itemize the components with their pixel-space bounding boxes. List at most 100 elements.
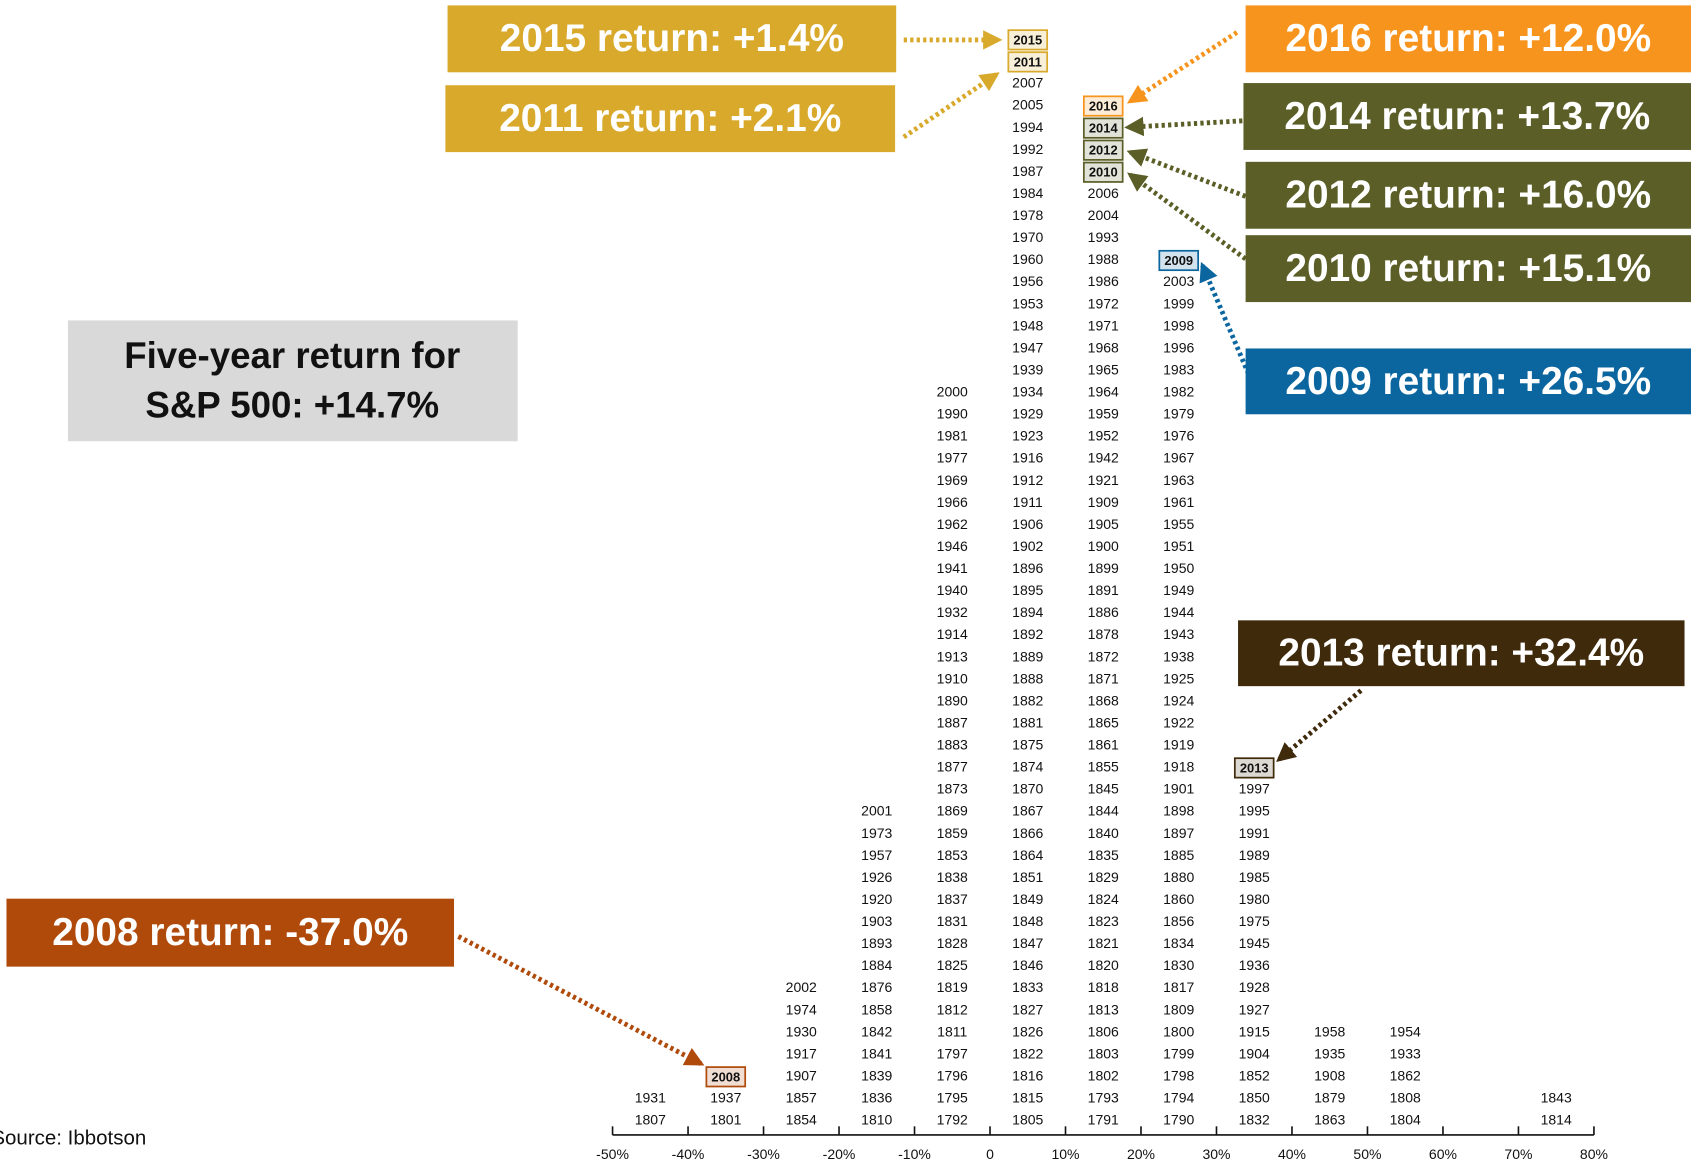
callout-arrow	[1199, 261, 1254, 381]
year-label: 1791	[1088, 1112, 1119, 1128]
year-label: 2001	[861, 803, 892, 819]
year-label: 1880	[1163, 869, 1194, 885]
year-label: 1976	[1163, 428, 1194, 444]
callout-text: 2008 return: -37.0%	[52, 911, 408, 954]
year-label: 1873	[937, 781, 968, 797]
year-label: 1960	[1012, 251, 1043, 267]
callout-arrow	[1276, 688, 1363, 763]
year-label: 1839	[861, 1068, 892, 1084]
year-label: 1857	[786, 1090, 817, 1106]
year-label: 1954	[1390, 1023, 1421, 1039]
year-label: 1854	[786, 1112, 817, 1128]
year-label: 1870	[1012, 781, 1043, 797]
callout-arrow	[1124, 116, 1243, 137]
year-label: 1850	[1239, 1090, 1270, 1106]
year-label: 1982	[1163, 384, 1194, 400]
year-label: 1885	[1163, 847, 1194, 863]
year-label: 1894	[1012, 604, 1043, 620]
year-label: 1889	[1012, 648, 1043, 664]
year-label: 2010	[1089, 165, 1118, 180]
year-label: 1928	[1239, 979, 1270, 995]
year-label: 1883	[937, 737, 968, 753]
year-highlight	[1007, 29, 1049, 51]
year-label: 1903	[861, 913, 892, 929]
year-label: 1816	[1012, 1068, 1043, 1084]
year-label: 1910	[937, 670, 968, 686]
year-label: 1985	[1239, 869, 1270, 885]
year-label: 1848	[1012, 913, 1043, 929]
year-label: 1872	[1088, 648, 1119, 664]
year-label: 1988	[1088, 251, 1119, 267]
callout-box	[1245, 235, 1691, 303]
year-label: 1909	[1088, 494, 1119, 510]
x-tick-label: -50%	[596, 1146, 629, 1162]
year-label: 1915	[1239, 1023, 1270, 1039]
year-label: 1975	[1239, 913, 1270, 929]
year-label: 2007	[1012, 75, 1043, 91]
year-label: 1863	[1314, 1112, 1345, 1128]
year-label: 1865	[1088, 715, 1119, 731]
year-label: 1911	[1013, 494, 1043, 510]
year-label: 1948	[1012, 317, 1043, 333]
year-label: 1937	[710, 1090, 741, 1106]
year-label: 1846	[1012, 957, 1043, 973]
year-label: 1969	[937, 472, 968, 488]
x-tick-label: 60%	[1429, 1146, 1457, 1162]
x-tick-label: 50%	[1353, 1146, 1381, 1162]
year-label: 1813	[1088, 1001, 1119, 1017]
year-label: 1874	[1012, 759, 1043, 775]
year-label: 1938	[1163, 648, 1194, 664]
year-label: 2006	[1088, 185, 1119, 201]
x-tick-label: 80%	[1580, 1146, 1608, 1162]
year-label: 2016	[1089, 99, 1118, 114]
year-label: 1869	[937, 803, 968, 819]
year-label: 2008	[711, 1069, 740, 1084]
year-label: 1955	[1163, 516, 1194, 532]
callout-arrow	[1127, 172, 1248, 261]
year-label: 1970	[1012, 229, 1043, 245]
year-label: 1860	[1163, 891, 1194, 907]
year-label: 1939	[1012, 362, 1043, 378]
year-label: 1847	[1012, 935, 1043, 951]
year-label: 1999	[1163, 295, 1194, 311]
year-label: 1802	[1088, 1068, 1119, 1084]
year-label: 1817	[1163, 979, 1194, 995]
year-label: 1965	[1088, 362, 1119, 378]
year-label: 1841	[861, 1045, 892, 1061]
year-label: 1811	[937, 1023, 967, 1039]
year-label: 1968	[1088, 339, 1119, 355]
year-label: 1992	[1012, 141, 1043, 157]
year-label: 1818	[1088, 979, 1119, 995]
x-tick-label: 40%	[1278, 1146, 1306, 1162]
x-tick-label: -20%	[823, 1146, 856, 1162]
year-label: 1798	[1163, 1068, 1194, 1084]
year-label: 1898	[1163, 803, 1194, 819]
year-highlight	[1082, 95, 1124, 117]
year-label: 1979	[1163, 406, 1194, 422]
year-label: 1906	[1012, 516, 1043, 532]
year-label: 2012	[1089, 143, 1118, 158]
year-label: 1855	[1088, 759, 1119, 775]
year-highlight	[1007, 51, 1049, 73]
year-label: 1843	[1541, 1090, 1572, 1106]
year-highlight	[705, 1066, 747, 1088]
year-highlight	[1082, 161, 1124, 183]
year-label: 2014	[1089, 121, 1119, 136]
year-label: 1925	[1163, 670, 1194, 686]
year-label: 1945	[1239, 935, 1270, 951]
year-label: 1867	[1012, 803, 1043, 819]
year-label: 1828	[937, 935, 968, 951]
year-label: 1956	[1012, 273, 1043, 289]
year-label: 1858	[861, 1001, 892, 1017]
year-label: 1840	[1088, 825, 1119, 841]
year-label: 1875	[1012, 737, 1043, 753]
year-label: 1806	[1088, 1023, 1119, 1039]
year-label: 1879	[1314, 1090, 1345, 1106]
year-label: 1971	[1088, 317, 1119, 333]
year-label: 1930	[786, 1023, 817, 1039]
year-label: 1907	[786, 1068, 817, 1084]
year-label: 1904	[1239, 1045, 1270, 1061]
year-label: 1983	[1163, 362, 1194, 378]
year-label: 1984	[1012, 185, 1043, 201]
x-tick-label: 20%	[1127, 1146, 1155, 1162]
